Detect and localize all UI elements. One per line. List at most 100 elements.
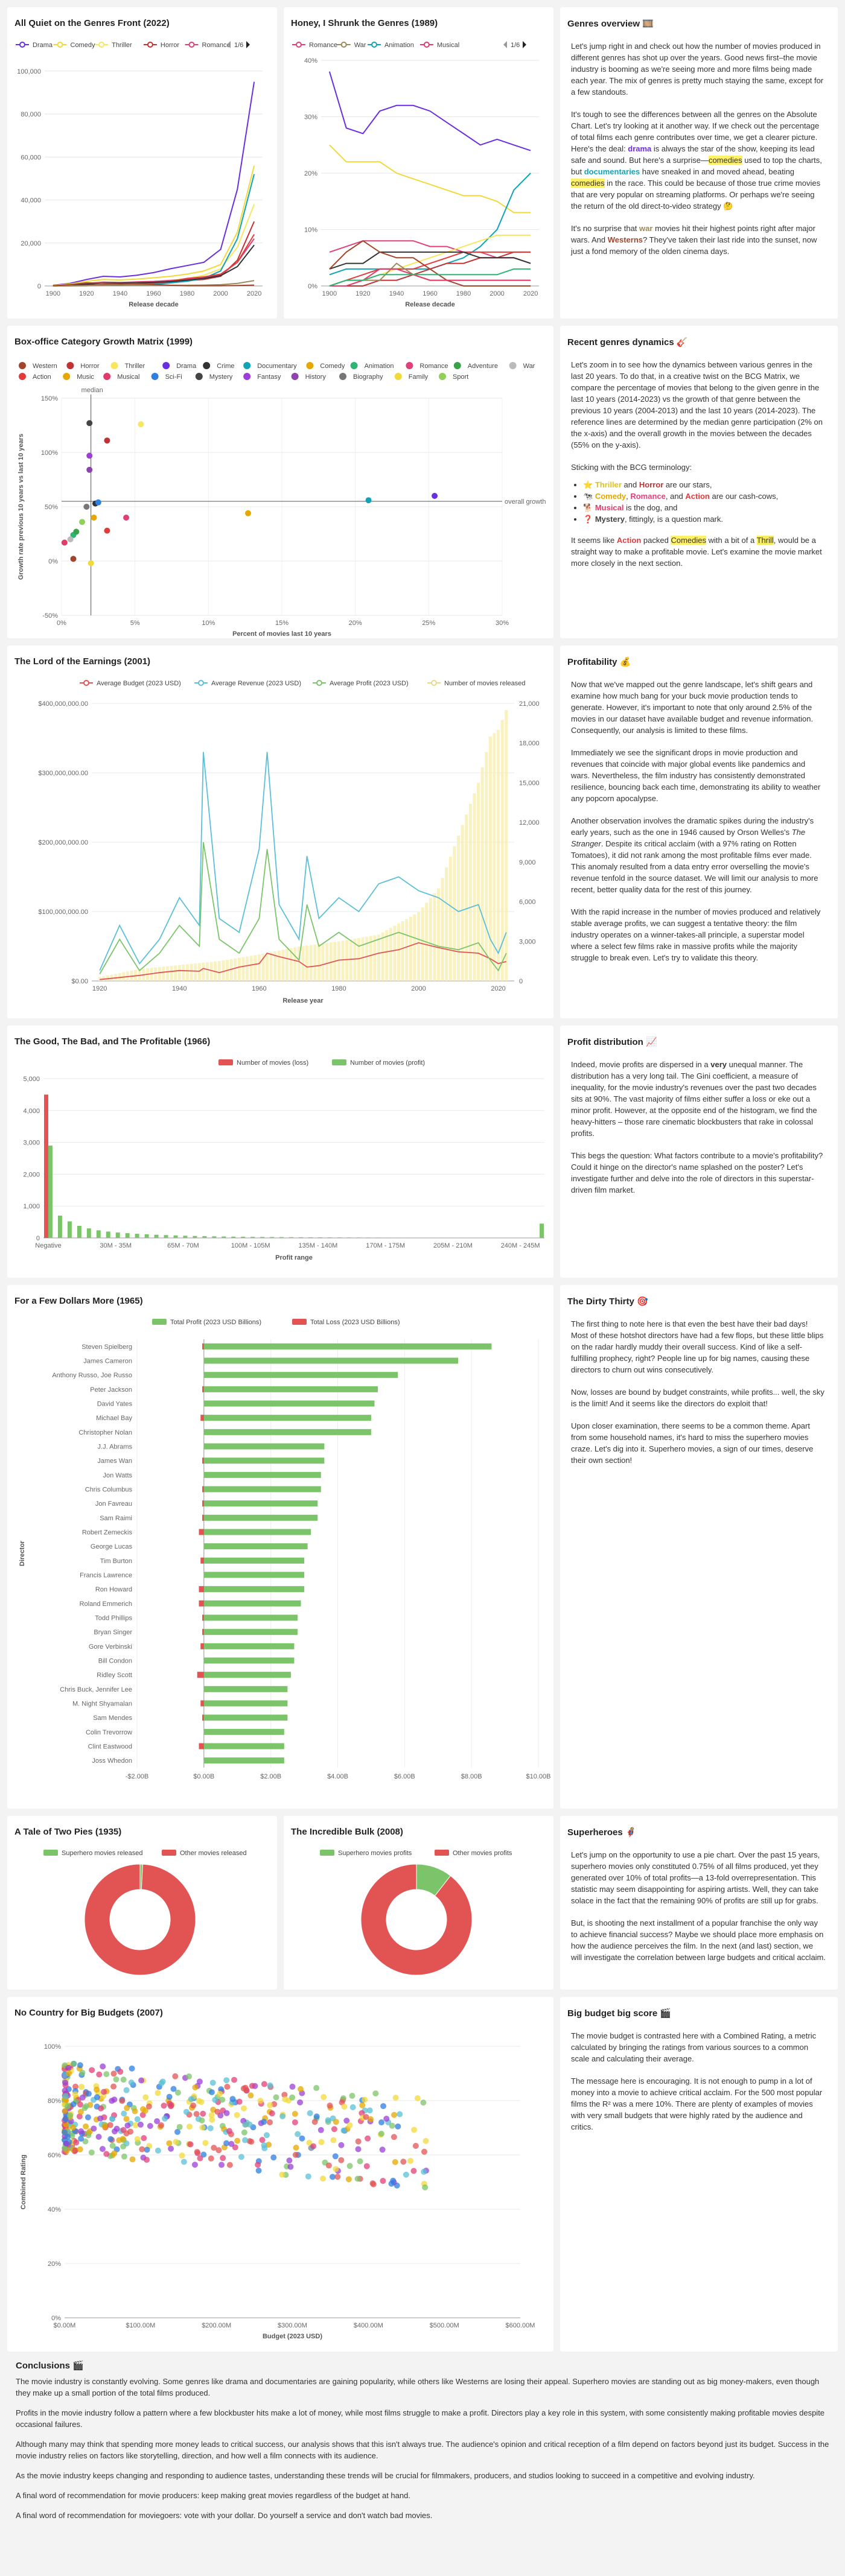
scatter-point <box>174 2089 181 2096</box>
scatter-point <box>62 2145 68 2152</box>
x-tick-label: 15% <box>275 620 289 627</box>
y-tick-label: 1,000 <box>23 1203 40 1210</box>
directors-chart[interactable]: Total Profit (2023 USD Billions) Total Lo… <box>7 1285 553 1809</box>
legend-label: Documentary <box>257 363 297 370</box>
chart-title: The Good, The Bad, and The Profitable (1… <box>14 1036 211 1047</box>
movies-released-bar <box>165 966 169 981</box>
scatter-point <box>137 2121 144 2128</box>
profit-bar <box>203 1343 492 1350</box>
scatter-point <box>380 2103 387 2110</box>
movies-released-bar <box>253 955 257 981</box>
movies-released-bar <box>361 937 365 981</box>
pie1-chart[interactable]: Superhero movies released Other movies re… <box>7 1816 277 1990</box>
card-dirty: The Dirty Thirty 🎯 The first thing to no… <box>560 1285 838 1809</box>
scatter-point <box>391 2111 398 2118</box>
shrunk-chart[interactable]: Romance War Animation Musical 1/6 0% 10% 20% 30%… <box>284 7 553 319</box>
paragraph: This begs the question: What factors con… <box>571 1151 823 1194</box>
loss-bar <box>197 1672 204 1678</box>
profit-bar <box>203 1429 371 1435</box>
chart-title: For a Few Dollars More (1965) <box>14 1296 143 1306</box>
scatter-point <box>191 2162 198 2168</box>
pager-label: 1/6 <box>511 42 520 49</box>
legend-swatch <box>152 1319 167 1325</box>
movies-released-bar <box>341 941 345 981</box>
profit-bar <box>308 1237 313 1238</box>
scatter-point <box>266 2142 272 2148</box>
director-label: Anthony Russo, Joe Russo <box>52 1372 132 1379</box>
point-family <box>88 560 94 566</box>
scatter-point <box>209 2080 216 2086</box>
scatter-point <box>338 2157 345 2163</box>
scatter-point <box>99 2146 106 2152</box>
scatter-chart[interactable]: 0% 20% 40% 60% 80% 100% $0.00M $100.00M $200.00M… <box>7 1997 553 2352</box>
movies-released-bar <box>461 825 464 981</box>
profit-bar <box>203 1529 311 1535</box>
scatter-point <box>187 2141 194 2148</box>
scatter-point <box>144 2146 150 2153</box>
legend-label: Number of movies released <box>444 680 526 687</box>
y-tick-label: 0% <box>51 2315 61 2322</box>
scatter-point <box>345 2176 352 2183</box>
legend-marker <box>188 42 195 48</box>
scatter-point <box>223 2140 230 2146</box>
series-line-drama <box>328 71 531 151</box>
profit-bar <box>203 1415 371 1421</box>
legend-marker <box>147 42 153 48</box>
scatter-point <box>320 2094 327 2101</box>
movies-released-bar <box>337 941 340 981</box>
scatter-point <box>310 2143 317 2149</box>
scatter-point <box>123 2130 130 2137</box>
director-label: Colin Trevorrow <box>86 1729 132 1736</box>
movies-released-bar <box>185 964 189 981</box>
scatter-point <box>96 2071 103 2078</box>
x-tick-label: $100.00M <box>126 2322 155 2329</box>
x-tick-label: 20% <box>349 620 362 627</box>
scatter-point <box>333 2166 339 2172</box>
legend-marker <box>394 373 402 380</box>
scatter-point <box>197 2155 203 2162</box>
director-label: Steven Spielberg <box>81 1344 132 1351</box>
scatter-point <box>110 2070 117 2077</box>
point-war <box>67 536 74 542</box>
movies-released-bar <box>98 977 101 981</box>
x-tick-label: 2000 <box>411 985 426 992</box>
legend-marker <box>439 373 446 380</box>
x-tick-label: 2020 <box>491 985 505 992</box>
profit-bar <box>135 1234 139 1238</box>
histo-chart[interactable]: Number of movies (loss) Number of movies … <box>7 1026 553 1278</box>
comedies-highlight: comedies <box>708 156 742 165</box>
scatter-point <box>98 2105 104 2111</box>
x-tick-label: 240M - 245M <box>501 1242 540 1249</box>
scatter-point <box>141 2135 147 2142</box>
scatter-point <box>403 2171 409 2178</box>
scatter-point <box>421 2168 427 2175</box>
cow-icon: 🐄 <box>583 492 593 501</box>
point-romance <box>123 515 130 521</box>
movies-released-bar <box>273 951 277 981</box>
earnings-chart[interactable]: Average Budget (2023 USD) Average Revenue… <box>7 646 553 1018</box>
movies-released-bar <box>329 942 333 981</box>
y-tick-label: 0% <box>48 558 58 565</box>
list-item: ❓ Mystery, fittingly, is a question mark… <box>583 513 826 525</box>
scatter-point <box>267 2082 273 2089</box>
loss-bar <box>200 1643 204 1649</box>
genres-front-chart[interactable]: Drama Comedy Thriller Horror Romance 1/6 0 20,0… <box>7 7 277 319</box>
pie2-chart[interactable]: Superhero movies profits Other movies pro… <box>284 1816 553 1990</box>
profit-bar <box>327 1237 332 1238</box>
profit-bar <box>540 1223 544 1238</box>
movies-released-bar <box>182 965 185 981</box>
movies-released-bar <box>190 963 193 981</box>
profit-bar <box>270 1237 275 1238</box>
text: Romance <box>630 492 666 501</box>
legend-marker <box>340 42 347 48</box>
legend-label: Horror <box>161 42 180 49</box>
card-superheroes: Superheroes 🦸 Let's jump on the opportun… <box>560 1816 838 1990</box>
documentaries-highlight: documentaries <box>584 167 640 176</box>
movies-released-bar <box>194 963 197 981</box>
profit-bar <box>298 1237 303 1238</box>
y2-tick-label: 3,000 <box>519 938 536 945</box>
text: unequal manner. The distribution has a v… <box>571 1060 817 1138</box>
profit-bar <box>203 1386 378 1392</box>
bcg-chart[interactable]: Western Horror Thriller Drama Crime Documenta… <box>7 326 553 638</box>
legend-swatch <box>43 1850 58 1856</box>
